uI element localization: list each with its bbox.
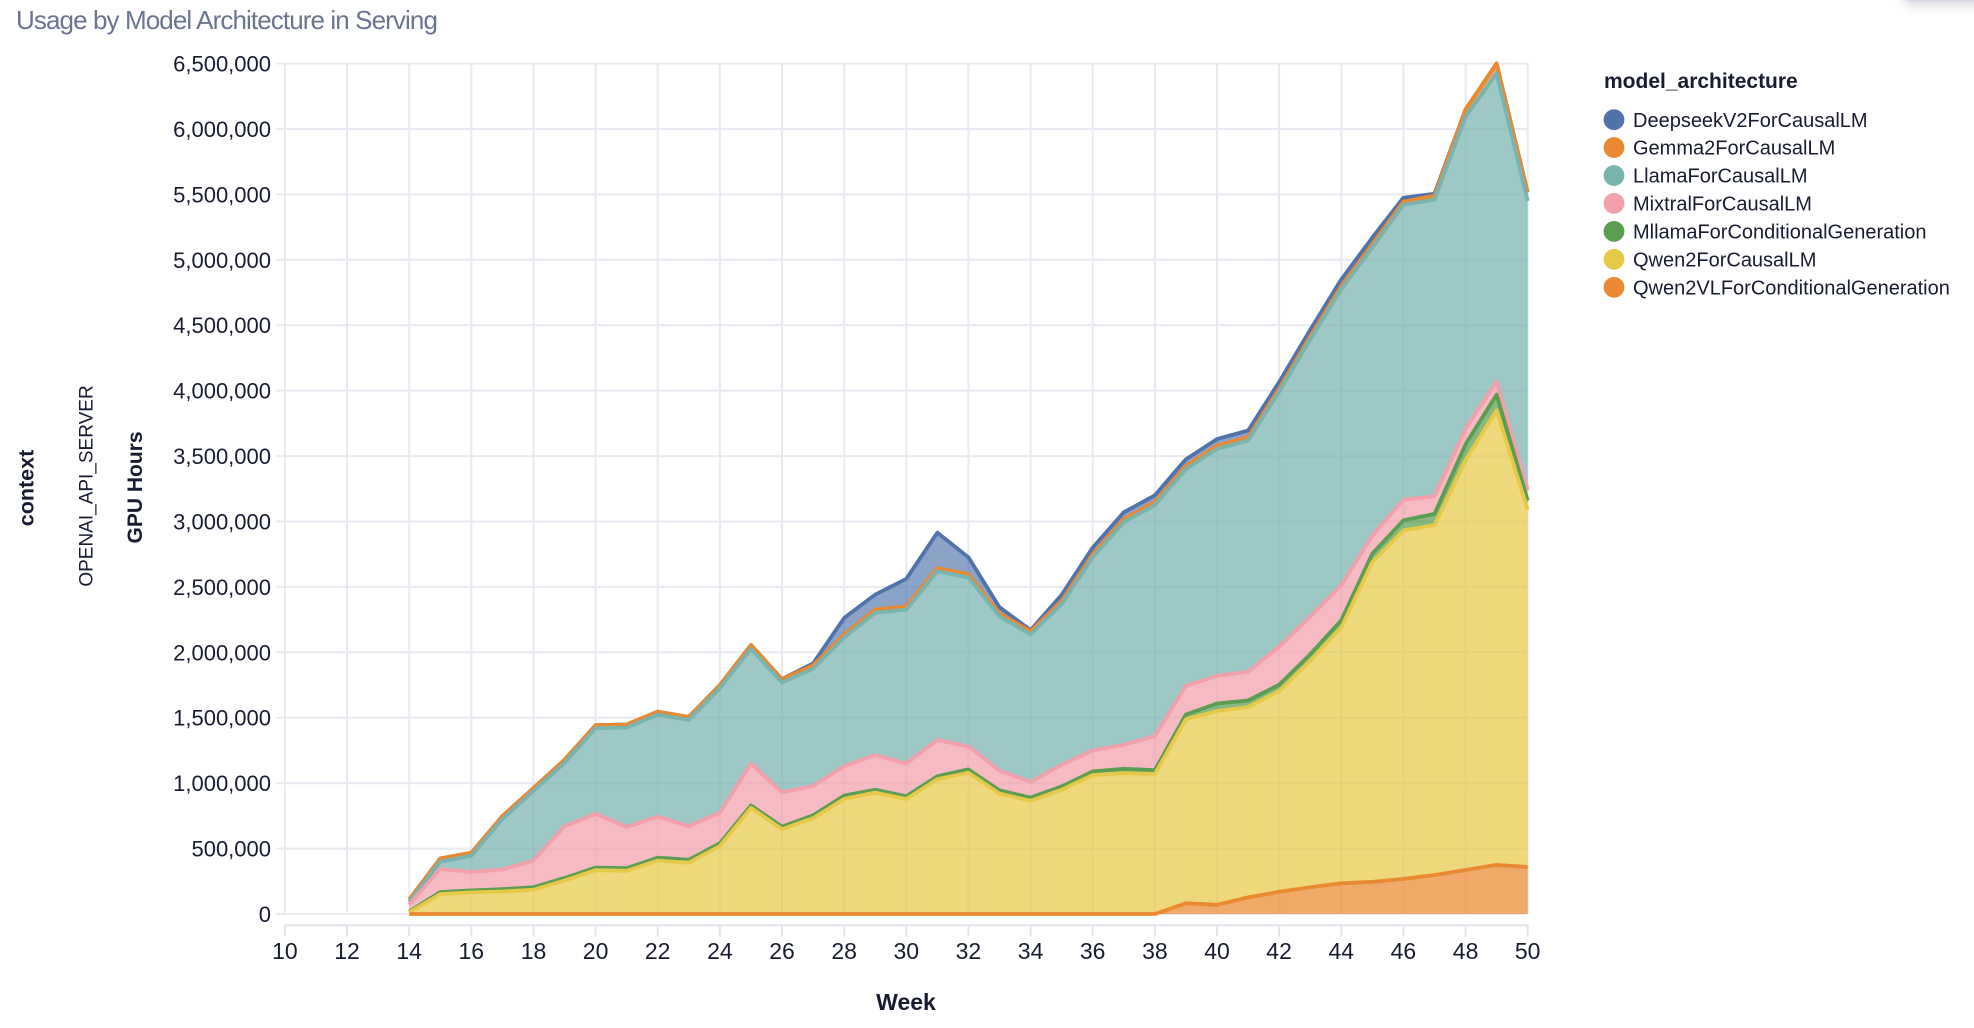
svg-text:10: 10 — [272, 938, 298, 964]
svg-text:0: 0 — [259, 902, 271, 927]
svg-text:4,000,000: 4,000,000 — [173, 379, 271, 404]
svg-text:DeepseekV2ForCausalLM: DeepseekV2ForCausalLM — [1633, 110, 1868, 132]
svg-text:6,500,000: 6,500,000 — [173, 52, 271, 77]
svg-text:50: 50 — [1515, 938, 1541, 964]
svg-text:24: 24 — [707, 938, 733, 964]
svg-text:MllamaForConditionalGeneration: MllamaForConditionalGeneration — [1633, 222, 1926, 244]
svg-text:Qwen2ForCausalLM: Qwen2ForCausalLM — [1633, 250, 1816, 272]
svg-text:1,500,000: 1,500,000 — [173, 706, 271, 731]
svg-text:44: 44 — [1329, 938, 1355, 964]
svg-text:14: 14 — [396, 938, 422, 964]
svg-text:18: 18 — [521, 938, 547, 964]
svg-text:5,500,000: 5,500,000 — [173, 182, 271, 207]
svg-text:Gemma2ForCausalLM: Gemma2ForCausalLM — [1633, 138, 1835, 160]
svg-text:5,000,000: 5,000,000 — [173, 248, 271, 273]
svg-text:46: 46 — [1391, 938, 1417, 964]
svg-text:36: 36 — [1080, 938, 1106, 964]
svg-text:MixtralForCausalLM: MixtralForCausalLM — [1633, 194, 1812, 216]
svg-text:Qwen2VLForConditionalGeneratio: Qwen2VLForConditionalGeneration — [1633, 278, 1950, 300]
svg-text:48: 48 — [1453, 938, 1479, 964]
svg-text:LlamaForCausalLM: LlamaForCausalLM — [1633, 166, 1808, 188]
svg-text:16: 16 — [459, 938, 485, 964]
svg-text:20: 20 — [583, 938, 609, 964]
svg-text:3,000,000: 3,000,000 — [173, 510, 271, 535]
svg-text:2,000,000: 2,000,000 — [173, 640, 271, 665]
svg-text:model_architecture: model_architecture — [1604, 70, 1798, 93]
svg-text:500,000: 500,000 — [191, 837, 271, 862]
svg-text:32: 32 — [956, 938, 982, 964]
svg-text:3,500,000: 3,500,000 — [173, 444, 271, 469]
svg-text:1,000,000: 1,000,000 — [173, 771, 271, 796]
svg-text:context: context — [15, 450, 39, 526]
svg-text:34: 34 — [1018, 938, 1044, 964]
svg-text:12: 12 — [334, 938, 360, 964]
svg-text:2,500,000: 2,500,000 — [173, 575, 271, 600]
svg-text:OPENAI_API_SERVER: OPENAI_API_SERVER — [77, 385, 98, 586]
svg-text:38: 38 — [1142, 938, 1168, 964]
svg-text:22: 22 — [645, 938, 671, 964]
svg-text:26: 26 — [769, 938, 795, 964]
svg-text:28: 28 — [831, 938, 857, 964]
svg-text:4,500,000: 4,500,000 — [173, 313, 271, 338]
svg-text:40: 40 — [1204, 938, 1230, 964]
svg-text:30: 30 — [894, 938, 920, 964]
svg-text:6,000,000: 6,000,000 — [173, 117, 271, 142]
svg-text:GPU Hours: GPU Hours — [124, 431, 147, 543]
svg-text:42: 42 — [1266, 938, 1292, 964]
svg-text:Week: Week — [876, 989, 936, 1015]
